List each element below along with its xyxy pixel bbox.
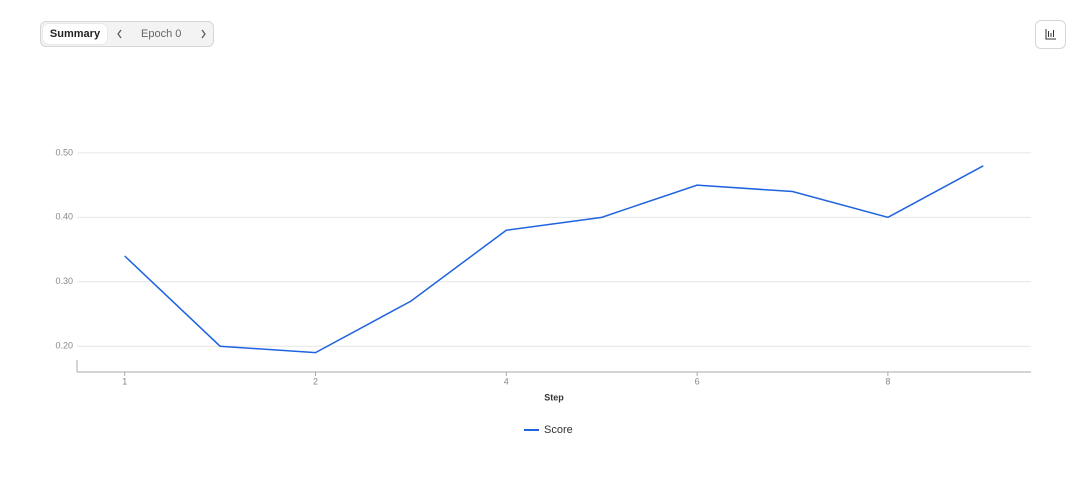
legend-label: Score [544, 424, 573, 436]
y-tick-label: 0.20 [55, 341, 73, 351]
x-tick-label: 6 [695, 376, 700, 386]
y-tick-label: 0.50 [55, 147, 73, 157]
x-tick-label: 4 [504, 376, 509, 386]
x-tick-label: 8 [885, 376, 890, 386]
chart-type-button[interactable] [1035, 20, 1066, 49]
view-toggle: Summary Epoch 0 [40, 21, 214, 47]
y-tick-label: 0.40 [55, 212, 73, 222]
prev-icon[interactable] [115, 29, 125, 39]
summary-tab[interactable]: Summary [43, 24, 107, 44]
bar-chart-icon [1045, 29, 1056, 40]
score-line [124, 165, 984, 354]
next-icon[interactable] [198, 29, 208, 39]
epoch-label: Epoch 0 [141, 28, 182, 40]
y-tick-label: 0.30 [55, 276, 73, 286]
x-tick-label: 1 [122, 376, 127, 386]
x-axis-label: Step [544, 392, 564, 402]
x-tick-label: 2 [313, 376, 318, 386]
